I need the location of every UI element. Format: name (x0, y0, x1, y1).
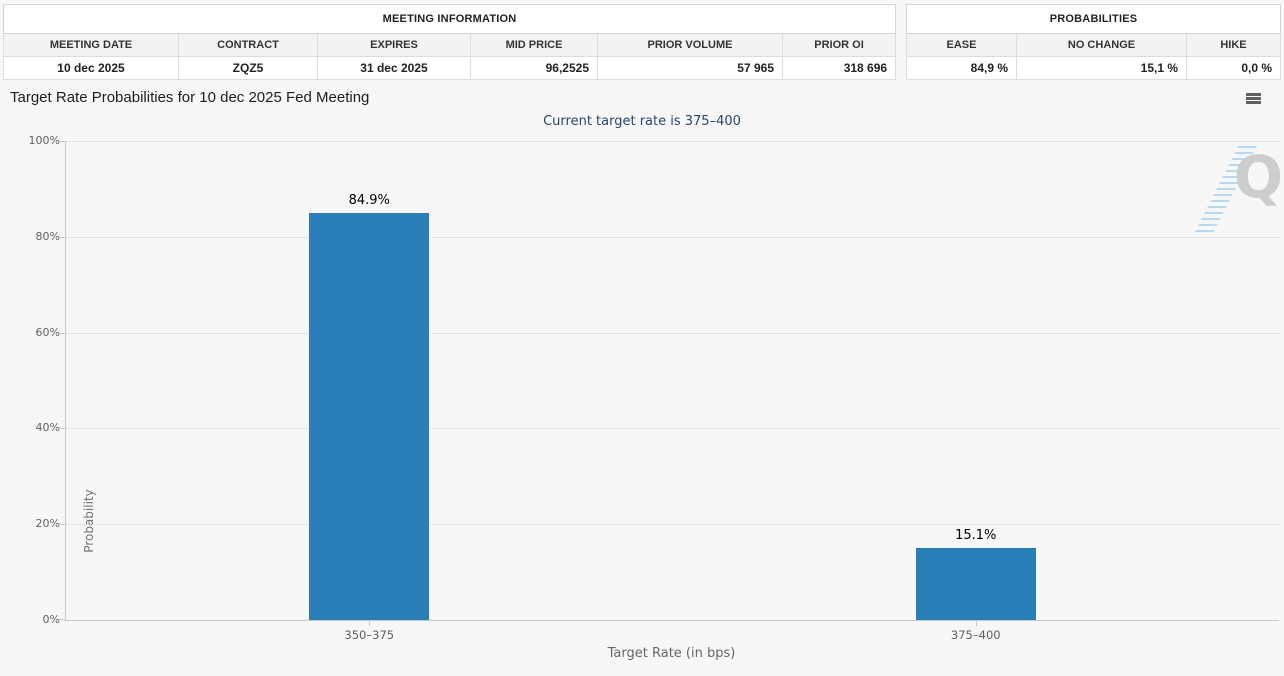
x-axis-tick-label: 350–375 (344, 628, 395, 642)
no-change-value: 15,1 % (1016, 56, 1187, 80)
meeting-date-value: 10 dec 2025 (3, 56, 179, 80)
meeting-information-title: MEETING INFORMATION (2, 4, 897, 34)
prior-oi-value: 318 696 (781, 56, 897, 80)
watermark-q-icon: Q (1233, 143, 1283, 211)
x-axis-title: Target Rate (in bps) (607, 646, 736, 661)
table-row: 10 dec 2025 ZQZ5 31 dec 2025 96,2525 57 … (3, 56, 897, 80)
contract-value: ZQZ5 (178, 56, 318, 80)
table-row: 84,9 % 15,1 % 0,0 % (906, 56, 1281, 80)
bar-value-label: 15.1% (955, 528, 997, 543)
expires-value: 31 dec 2025 (317, 56, 471, 80)
col-header-hike: HIKE (1186, 33, 1281, 57)
y-axis-tick-label: 60% (35, 325, 60, 339)
col-header-expires: EXPIRES (317, 33, 471, 57)
chart-subtitle: Current target rate is 375–400 (543, 114, 741, 129)
y-axis-tick (60, 428, 66, 430)
gridline (66, 524, 1279, 526)
hike-value: 0,0 % (1186, 56, 1281, 80)
hamburger-bar (1246, 101, 1261, 104)
y-axis-tick (60, 141, 66, 142)
col-header-meeting-date: MEETING DATE (3, 33, 179, 57)
hamburger-menu-icon[interactable] (1246, 93, 1262, 107)
bar-375-400[interactable] (915, 548, 1036, 620)
col-header-mid-price: MID PRICE (470, 33, 598, 57)
mid-price-value: 96,2525 (470, 56, 598, 80)
hamburger-bar (1246, 97, 1261, 100)
y-axis-title: Probability (82, 489, 96, 553)
gridline (66, 428, 1279, 430)
y-axis-tick (60, 619, 66, 620)
y-axis-tick-label: 80% (35, 229, 60, 243)
x-axis-tick-label: 375–400 (950, 628, 1001, 642)
y-axis-tick-label: 40% (35, 421, 60, 435)
prior-volume-value: 57 965 (597, 56, 783, 80)
gridline (66, 332, 1279, 334)
y-axis-tick-label: 0% (42, 613, 60, 626)
gridline (66, 236, 1279, 238)
bar-350-375[interactable] (309, 213, 430, 620)
y-axis-tick-label: 100% (28, 134, 60, 147)
y-axis-tick (60, 524, 66, 526)
hamburger-bar (1246, 93, 1261, 96)
y-axis-tick (60, 332, 66, 334)
ease-value: 84,9 % (906, 56, 1017, 80)
y-axis-tick-label: 20% (35, 517, 60, 531)
probabilities-table: PROBABILITIES EASE NO CHANGE HIKE 84,9 %… (906, 4, 1281, 80)
bar-value-label: 84.9% (348, 193, 390, 208)
col-header-prior-volume: PRIOR VOLUME (597, 33, 783, 57)
y-axis-tick (60, 236, 66, 238)
col-header-ease: EASE (906, 33, 1017, 57)
meeting-information-table: MEETING INFORMATION MEETING DATE CONTRAC… (2, 4, 897, 80)
quikstrike-watermark: Q (1193, 142, 1284, 234)
col-header-no-change: NO CHANGE (1016, 33, 1187, 57)
chart-title: Target Rate Probabilities for 10 dec 202… (10, 89, 370, 106)
x-axis-tick (369, 620, 371, 626)
col-header-prior-oi: PRIOR OI (781, 33, 897, 57)
gridline (66, 141, 1279, 142)
probabilities-title: PROBABILITIES (906, 4, 1281, 34)
plot-area: Probability 0% 20% 40% 60% 80% 100% 84.9% 350–3… (29, 134, 1279, 642)
x-axis-tick (975, 620, 977, 626)
col-header-contract: CONTRACT (178, 33, 318, 57)
